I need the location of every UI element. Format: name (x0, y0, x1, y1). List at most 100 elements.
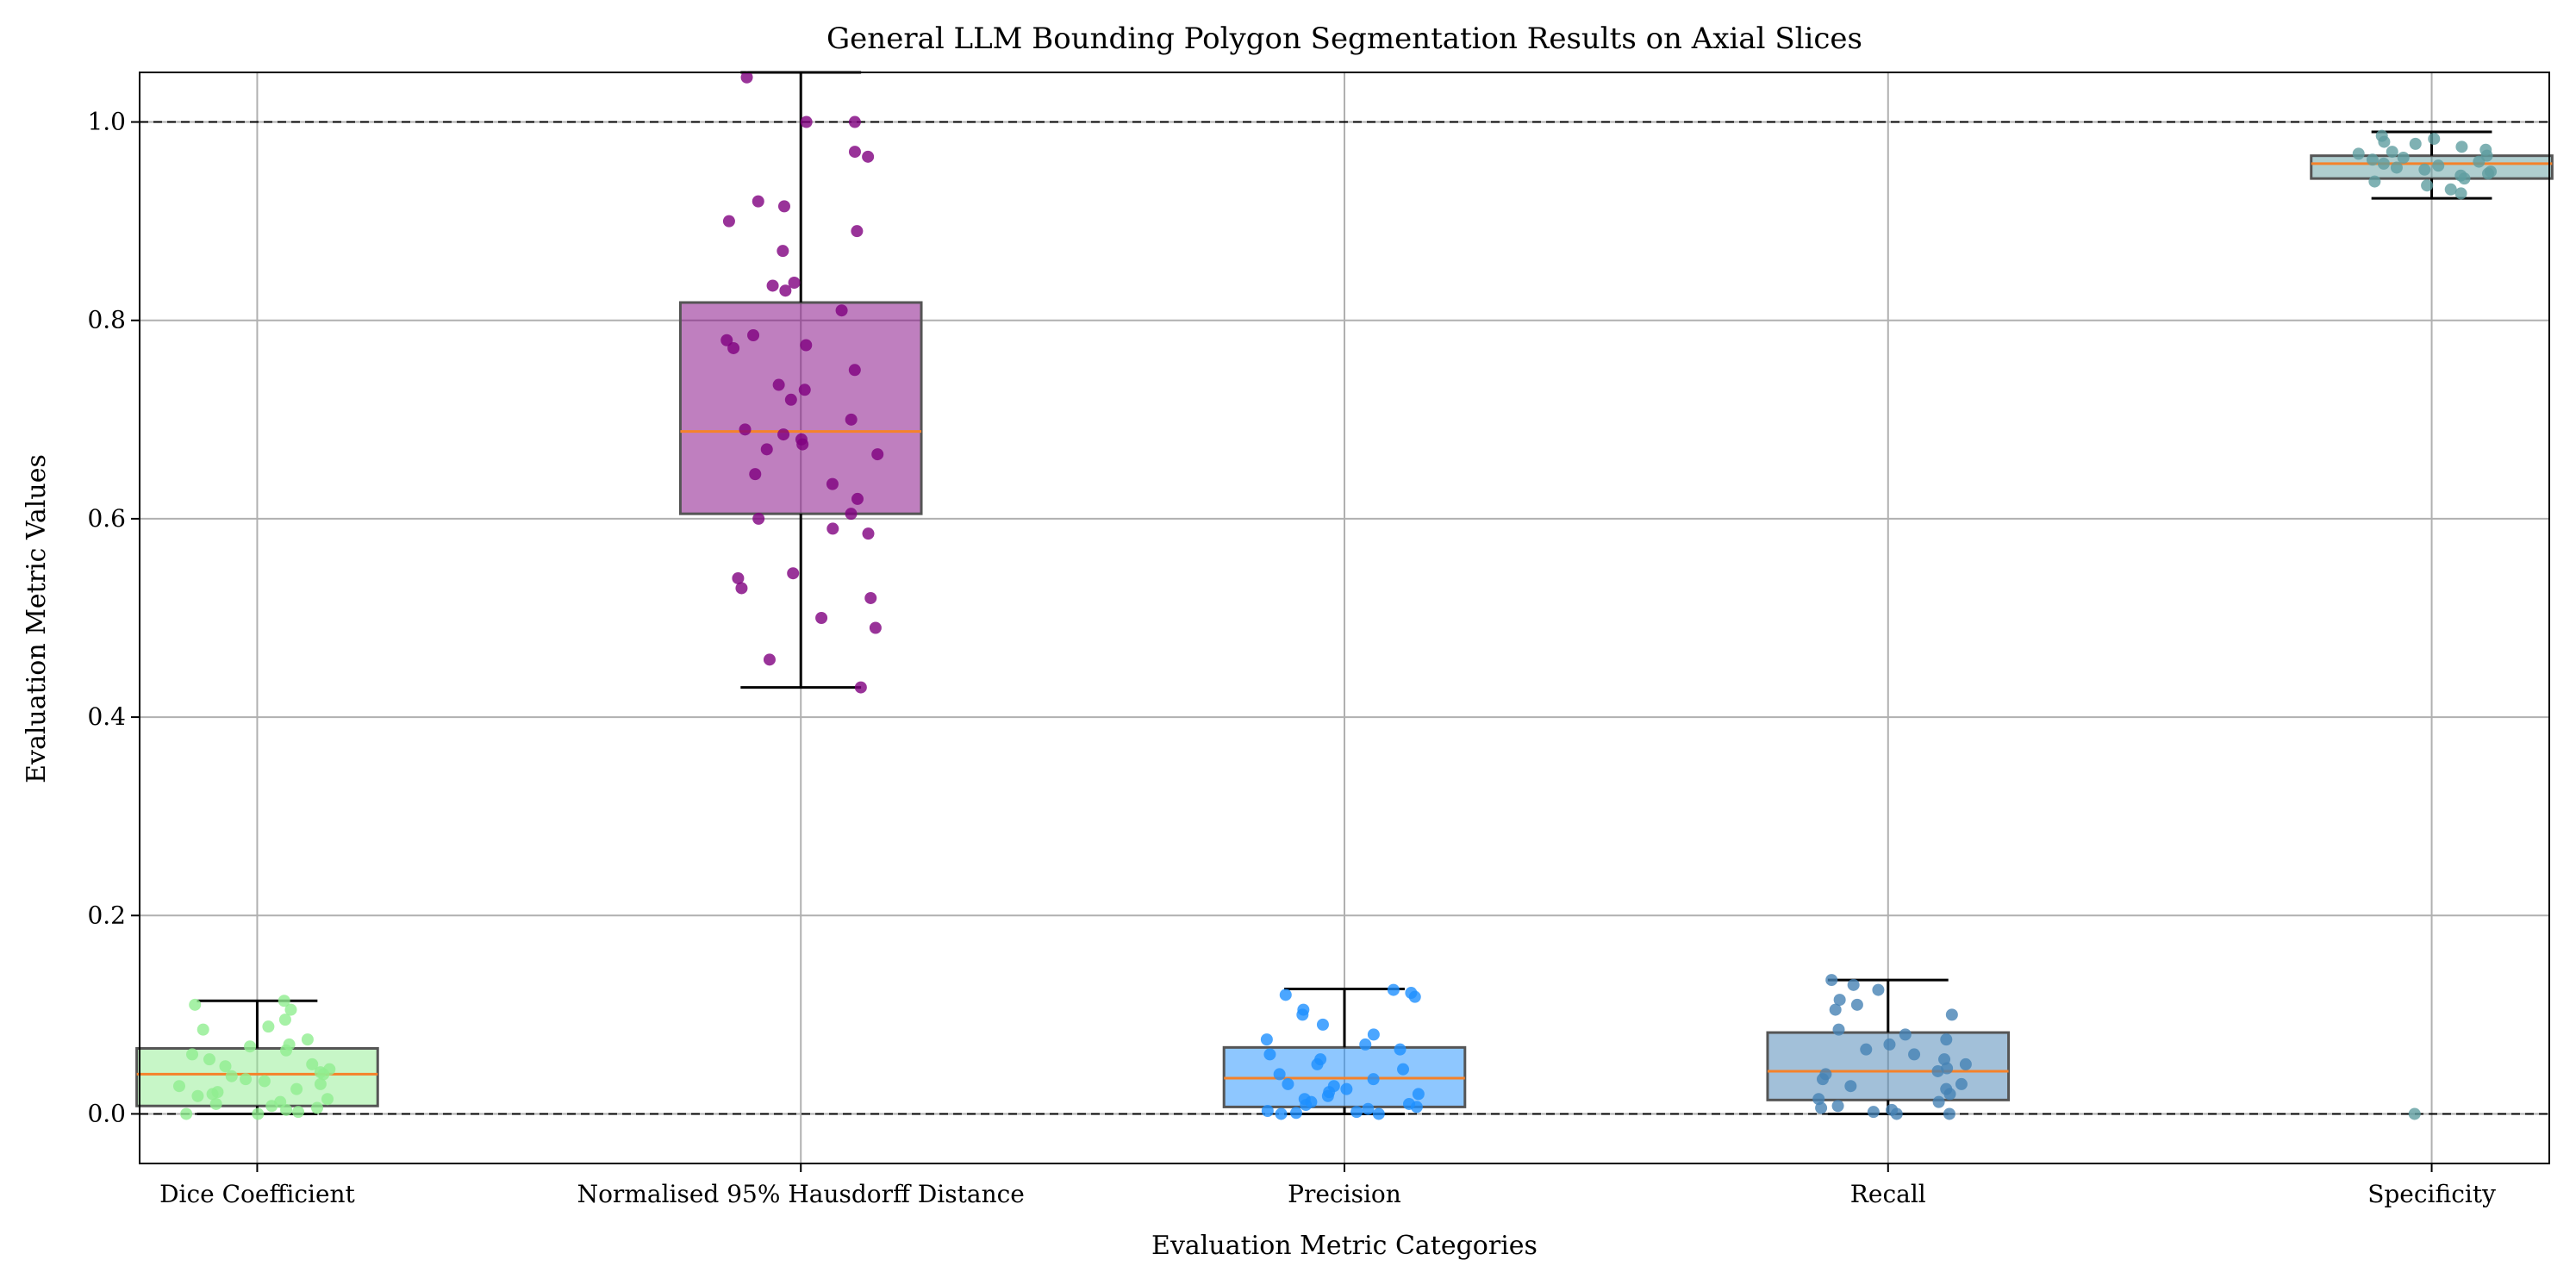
data-point (763, 653, 776, 666)
data-point (292, 1106, 305, 1119)
data-point (735, 582, 748, 595)
data-point (732, 571, 745, 584)
data-point (752, 512, 765, 525)
data-point (301, 1033, 314, 1046)
data-point (1850, 998, 1863, 1011)
data-point (1367, 1073, 1380, 1086)
data-point (854, 681, 867, 694)
box (678, 301, 923, 515)
data-point (2479, 143, 2492, 156)
data-point (209, 1097, 222, 1110)
data-point (1275, 1107, 1288, 1120)
data-point (1886, 1103, 1899, 1116)
data-point (2409, 137, 2422, 150)
box-group (2310, 130, 2554, 200)
data-point (1260, 1033, 1273, 1046)
data-point (283, 1038, 296, 1051)
data-point (1955, 1077, 1968, 1090)
box (2310, 154, 2554, 180)
data-point (1829, 1003, 1842, 1016)
data-points (172, 71, 2498, 1120)
data-point (1883, 1038, 1896, 1051)
data-point (772, 378, 785, 391)
data-point (2408, 1107, 2421, 1120)
data-point (848, 115, 861, 128)
data-point (2390, 161, 2403, 174)
data-point (1959, 1057, 1972, 1070)
data-point (278, 995, 290, 1007)
data-point (2375, 129, 2388, 142)
data-point (1314, 1053, 1327, 1066)
data-point (252, 1107, 265, 1120)
data-point (1387, 983, 1400, 996)
data-point (766, 279, 779, 292)
data-point (1931, 1064, 1944, 1077)
data-point (1899, 1028, 1912, 1041)
data-point (826, 522, 839, 535)
y-tick-label: 0.2 (87, 901, 126, 929)
data-point (784, 393, 797, 406)
data-point (777, 428, 790, 441)
data-point (1403, 1097, 1416, 1110)
data-point (740, 71, 753, 84)
data-point (1932, 1095, 1945, 1108)
data-point (2377, 157, 2390, 170)
data-point (1412, 1088, 1425, 1101)
box-group (678, 71, 923, 689)
data-point (306, 1057, 319, 1070)
data-point (1833, 994, 1846, 1007)
y-tick-label: 1.0 (87, 108, 126, 136)
data-point (1872, 983, 1885, 996)
data-point (1819, 1068, 1832, 1081)
chart-title: General LLM Bounding Polygon Segmentatio… (826, 22, 1862, 56)
data-point (815, 612, 828, 624)
data-point (2418, 163, 2431, 176)
data-point (779, 284, 792, 297)
data-point (2454, 187, 2467, 200)
data-point (1867, 1106, 1880, 1119)
data-point (720, 334, 733, 346)
x-tick-label: Precision (1288, 1180, 1401, 1208)
box-group (135, 999, 379, 1115)
data-point (1263, 1048, 1276, 1061)
y-tick-label: 0.6 (87, 504, 126, 533)
data-point (1316, 1018, 1329, 1031)
data-point (284, 1003, 297, 1016)
data-point (1938, 1053, 1951, 1066)
data-point (777, 200, 790, 213)
data-point (290, 1082, 303, 1095)
data-point (1367, 1028, 1380, 1041)
data-point (1282, 1077, 1294, 1090)
data-point (1847, 978, 1860, 991)
data-point (323, 1063, 336, 1076)
data-point (186, 1048, 199, 1061)
data-point (1289, 1107, 1302, 1120)
data-point (851, 225, 864, 238)
data-point (244, 1040, 257, 1053)
data-point (2455, 140, 2468, 153)
data-point (871, 448, 884, 461)
boxes (135, 71, 2554, 1115)
data-point (1405, 987, 1418, 1000)
data-point (1825, 974, 1838, 987)
data-point (262, 1020, 275, 1033)
data-point (800, 339, 813, 352)
data-point (835, 304, 848, 317)
data-point (1327, 1080, 1340, 1093)
data-point (727, 341, 740, 354)
data-point (191, 1089, 204, 1102)
x-tick-label: Dice Coefficient (159, 1180, 355, 1208)
data-point (1279, 989, 1292, 1001)
data-point (2428, 133, 2441, 146)
data-point (2444, 183, 2457, 196)
data-point (1362, 1102, 1375, 1115)
data-point (196, 1023, 209, 1036)
data-point (1943, 1107, 1955, 1120)
data-point (800, 115, 813, 128)
data-point (1908, 1048, 1921, 1061)
y-axis-ticks: 0.0 0.2 0.4 0.6 0.8 1.0 (87, 108, 140, 1127)
data-point (739, 423, 752, 436)
data-point (777, 245, 789, 258)
data-point (1359, 1038, 1372, 1051)
